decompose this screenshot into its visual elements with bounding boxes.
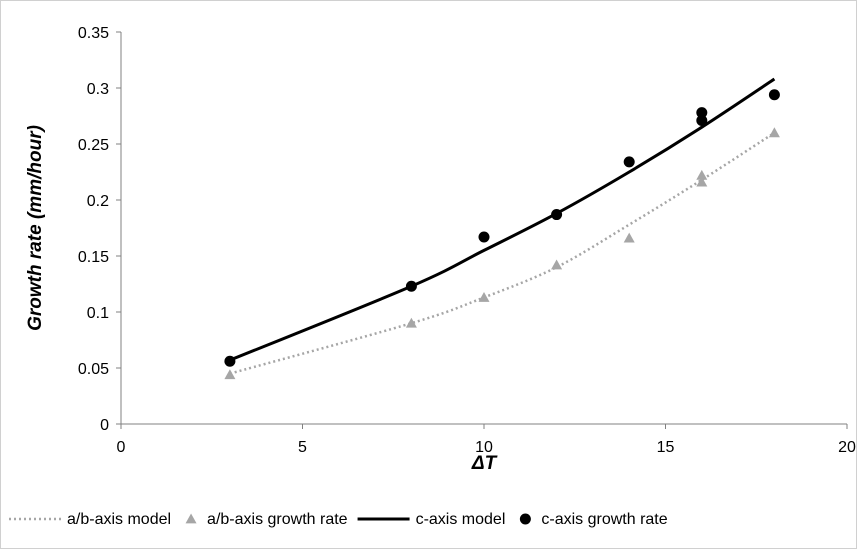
- data-point: [224, 355, 236, 367]
- data-point: [551, 259, 563, 270]
- x-tick-label: 0: [117, 439, 126, 456]
- legend-item: a/b-axis model: [9, 511, 171, 528]
- data-point: [405, 280, 417, 292]
- legend-label: a/b-axis growth rate: [207, 511, 348, 528]
- legend-swatch: [185, 513, 197, 524]
- y-tick-label: 0.15: [78, 249, 109, 266]
- series-line: [229, 131, 776, 375]
- legend-item: a/b-axis growth rate: [185, 511, 348, 528]
- data-point: [551, 209, 563, 221]
- x-tick-label: 5: [298, 439, 307, 456]
- y-tick-label: 0: [100, 417, 109, 434]
- x-tick-label: 10: [475, 439, 493, 456]
- data-point: [696, 114, 708, 126]
- data-point: [623, 156, 635, 168]
- data-point: [478, 291, 490, 302]
- series-layer: [224, 77, 780, 380]
- y-tick-label: 0.05: [78, 361, 109, 378]
- legend-swatch: [519, 513, 531, 525]
- data-point: [405, 317, 417, 328]
- y-tick-label: 0.35: [78, 25, 109, 42]
- data-point: [768, 89, 780, 101]
- y-tick-label: 0.2: [87, 193, 109, 210]
- legend-label: c-axis model: [416, 511, 506, 528]
- data-point: [696, 107, 708, 119]
- y-tick-label: 0.25: [78, 137, 109, 154]
- data-point: [623, 232, 635, 243]
- legend-item: c-axis growth rate: [519, 511, 668, 528]
- series-0: [229, 131, 776, 375]
- axes-layer: 0 0.05 0.1 0.15 0.2 0.25 0.3 0.35 0 5 10 15 20: [78, 25, 856, 456]
- legend-label: a/b-axis model: [67, 511, 171, 528]
- y-tick-label: 0.1: [87, 305, 109, 322]
- legend-label: c-axis growth rate: [541, 511, 667, 528]
- legend: a/b-axis model a/b-axis growth rate c-axis…: [9, 511, 668, 528]
- y-tick-label: 0.3: [87, 81, 109, 98]
- series-2: [229, 77, 776, 362]
- series-1: [224, 127, 780, 380]
- x-axis-title: ΔT: [471, 453, 498, 474]
- data-point: [224, 369, 236, 380]
- data-point: [478, 231, 490, 243]
- x-tick-label: 20: [838, 439, 856, 456]
- legend-item: c-axis model: [357, 511, 506, 528]
- x-tick-label: 15: [657, 439, 675, 456]
- y-axis-title: Growth rate (mm/hour): [25, 125, 46, 331]
- series-3: [224, 89, 780, 367]
- data-point: [696, 176, 708, 187]
- series-line: [229, 77, 776, 362]
- data-point: [696, 169, 708, 180]
- data-point: [768, 127, 780, 138]
